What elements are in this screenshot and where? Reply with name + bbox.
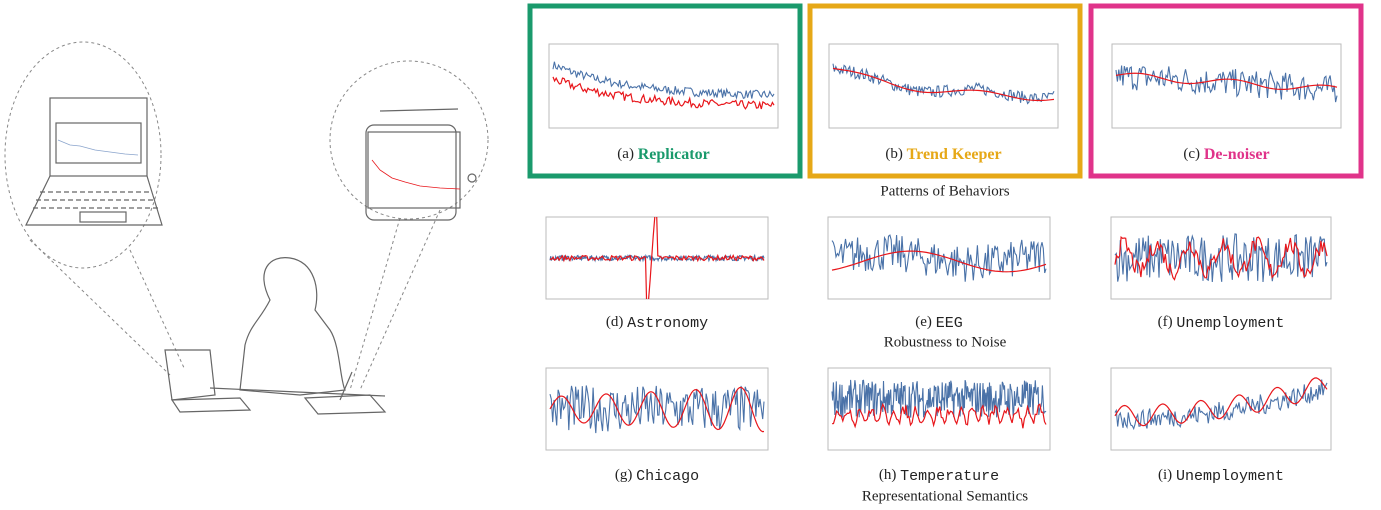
series-line [549, 386, 765, 433]
series-line [1114, 379, 1328, 431]
caption: (e) EEG [915, 314, 962, 332]
series-line [1114, 377, 1328, 427]
series-line [1115, 72, 1338, 90]
series-line [831, 250, 1047, 273]
panel: (b) Trend Keeper [828, 43, 1059, 163]
series-line [832, 63, 1055, 105]
panel-frame [1088, 3, 1364, 179]
caption-label: (d) [606, 314, 624, 330]
plot-area [1110, 216, 1332, 300]
series-line [552, 76, 775, 110]
caption-label: (h) [879, 467, 897, 483]
plot-area [548, 43, 779, 129]
panel: (a) Replicator [548, 43, 779, 163]
panel: (e) EEG [827, 216, 1051, 332]
series-line [831, 379, 1047, 418]
caption-name: Chicago [636, 468, 699, 485]
caption: (a) Replicator [617, 146, 709, 163]
caption-name: Temperature [900, 468, 999, 485]
caption-name: De-noiser [1204, 146, 1270, 163]
panel-frame [807, 3, 1083, 179]
group-caption: Patterns of Behaviors [880, 183, 1009, 199]
illustration [4, 41, 489, 415]
caption-name: EEG [936, 315, 963, 332]
caption: (h) Temperature [879, 467, 999, 485]
panel: (f) Unemployment [1110, 216, 1332, 332]
series-line [549, 217, 765, 299]
panel: (g) Chicago [545, 367, 769, 485]
series-line [831, 234, 1047, 282]
panel: (d) Astronomy [545, 216, 769, 332]
panel-frame [527, 3, 803, 179]
series-line [832, 67, 1055, 102]
caption-label: (e) [915, 314, 932, 330]
caption: (g) Chicago [615, 467, 699, 485]
series-line [552, 61, 775, 101]
caption-label: (c) [1183, 146, 1200, 162]
plot-area [828, 43, 1059, 129]
caption: (c) De-noiser [1183, 146, 1269, 163]
caption: (i) Unemployment [1158, 467, 1284, 485]
caption-name: Astronomy [627, 315, 708, 332]
panel: (c) De-noiser [1111, 43, 1342, 163]
series-line [549, 253, 765, 263]
series-line [1114, 233, 1328, 283]
panel: (h) Temperature [827, 367, 1051, 485]
group-caption: Robustness to Noise [884, 334, 1007, 350]
caption-label: (b) [885, 146, 903, 162]
group-caption: Representational Semantics [862, 488, 1028, 504]
panel: (i) Unemployment [1110, 367, 1332, 485]
plot-area [1110, 367, 1332, 451]
series-line [1114, 236, 1328, 281]
caption: (b) Trend Keeper [885, 146, 1001, 163]
caption-label: (f) [1158, 314, 1173, 330]
series-line [831, 402, 1047, 429]
series-line [549, 385, 765, 434]
caption: (f) Unemployment [1158, 314, 1285, 332]
caption: (d) Astronomy [606, 314, 708, 332]
caption-label: (g) [615, 467, 633, 483]
caption-name: Replicator [638, 146, 710, 163]
caption-name: Unemployment [1176, 315, 1284, 332]
series-line [1115, 65, 1338, 103]
caption-label: (i) [1158, 467, 1172, 483]
caption-name: Unemployment [1176, 468, 1284, 485]
caption-name: Trend Keeper [907, 146, 1002, 163]
caption-label: (a) [617, 146, 634, 162]
